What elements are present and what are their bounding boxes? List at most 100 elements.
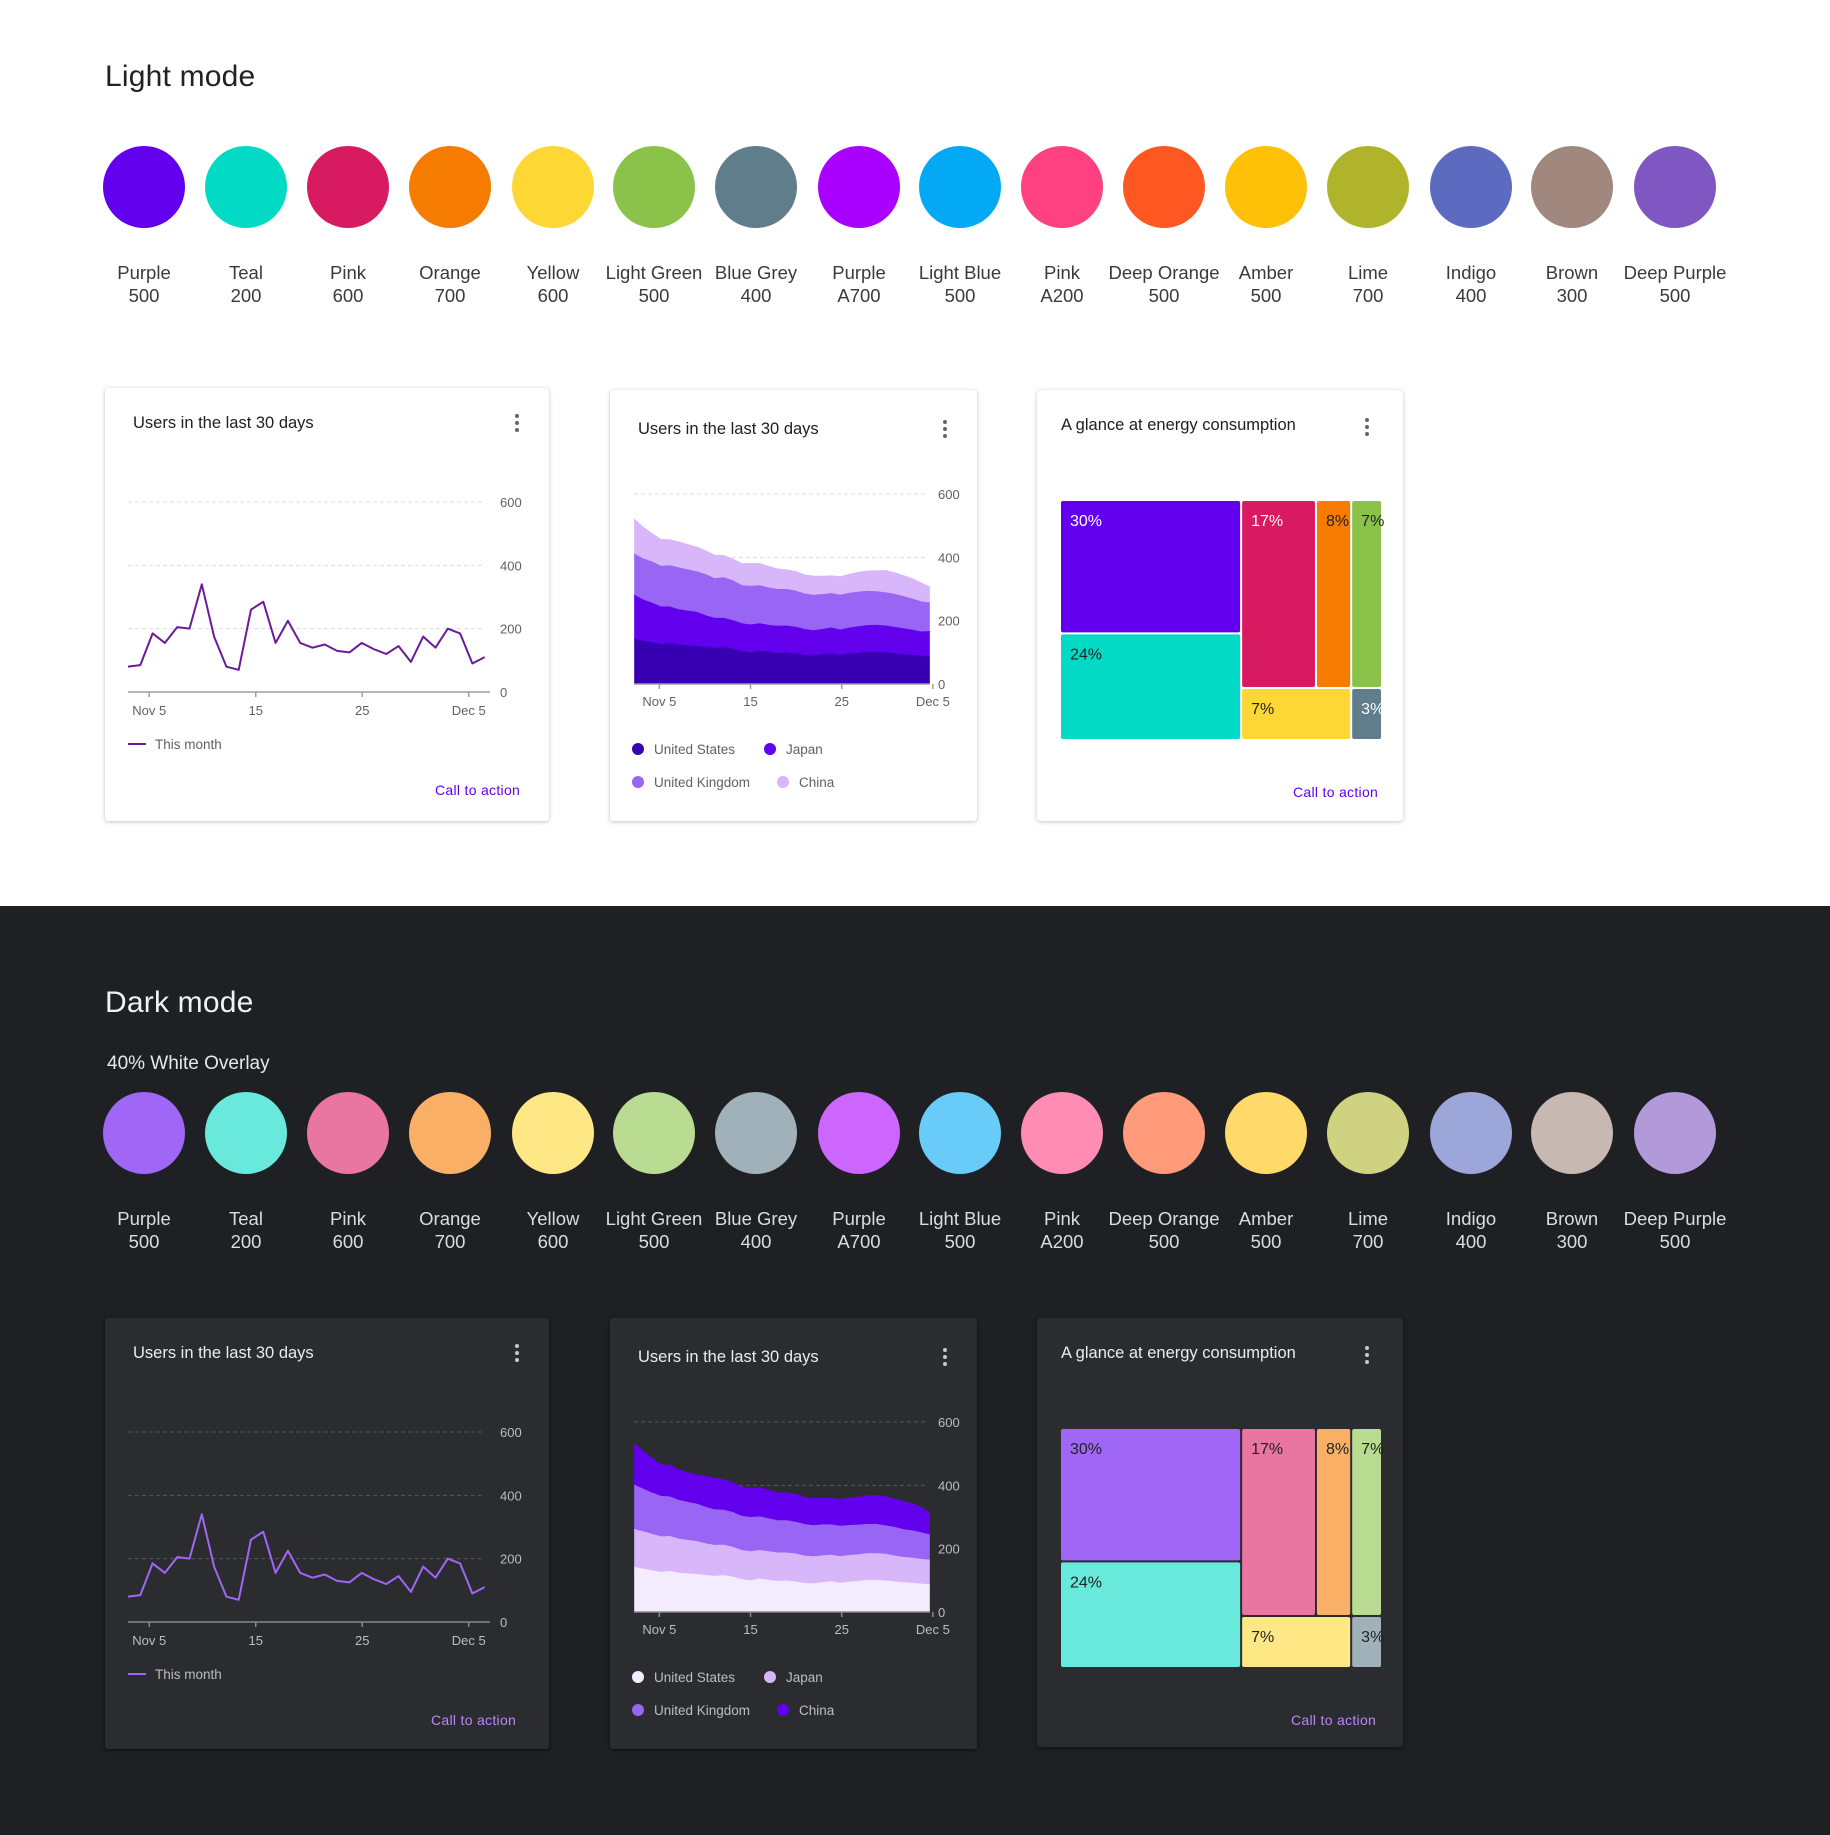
swatch-shade: 500	[1148, 1231, 1180, 1252]
dark-swatch: Light Green 500	[594, 1092, 714, 1253]
treemap-chart: 30% 24% 17% 8% 7% 7% 3%	[1061, 1429, 1384, 1667]
legend-dot	[632, 776, 644, 788]
treemap-cell	[1242, 689, 1351, 739]
more-vert-icon[interactable]	[935, 418, 955, 440]
legend-label: United Kingdom	[654, 1703, 750, 1718]
light-line-chart-card: Users in the last 30 days 0 200 400 600 Nov …	[105, 388, 549, 821]
swatch-name: Lime	[1347, 262, 1389, 283]
y-tick-label: 600	[500, 495, 522, 510]
area-chart: 0 200 400 600 Nov 5 15 25 Dec 5 United States Jap…	[632, 487, 960, 790]
area-edge	[633, 594, 931, 633]
swatch-shade: 200	[230, 1231, 262, 1252]
legend-dot	[632, 1704, 644, 1716]
swatch-name: Pink	[1044, 262, 1080, 283]
more-vert-icon[interactable]	[1357, 1344, 1377, 1366]
swatch-shade: 500	[944, 1231, 976, 1252]
more-vert-icon[interactable]	[507, 412, 527, 434]
treemap-cell	[1242, 501, 1315, 687]
swatch-shade: 400	[740, 1231, 772, 1252]
call-to-action-button[interactable]: Call to action	[435, 782, 521, 798]
swatch-name: Pink	[330, 262, 366, 283]
dark-swatch: Brown 300	[1512, 1092, 1632, 1253]
swatch-name: Deep Purple	[1623, 1208, 1727, 1229]
swatch-shade: 500	[1250, 1231, 1282, 1252]
light-swatch: Brown 300	[1512, 146, 1632, 307]
swatch-name: Amber	[1238, 1208, 1294, 1229]
light-swatch: Light Green 500	[594, 146, 714, 307]
y-tick-label: 0	[500, 685, 507, 700]
treemap-cell-label: 7%	[1361, 1441, 1384, 1458]
x-tick-label: 25	[834, 1622, 848, 1637]
x-tick-label: 25	[355, 1633, 369, 1648]
color-dot	[409, 1092, 491, 1174]
dark-swatch: Pink 600	[288, 1092, 408, 1253]
x-tick-label: Dec 5	[916, 1622, 950, 1637]
x-tick-label: 15	[743, 694, 757, 709]
call-to-action-button[interactable]: Call to action	[1291, 1712, 1377, 1728]
light-swatch: Purple A700	[799, 146, 919, 307]
swatch-name: Light Blue	[918, 262, 1002, 283]
swatch-name: Deep Orange	[1108, 1208, 1220, 1229]
color-dot	[103, 1092, 185, 1174]
light-swatch: Purple 500	[84, 146, 204, 307]
light-swatch: Indigo 400	[1411, 146, 1531, 307]
x-tick-label: Dec 5	[916, 694, 950, 709]
treemap-cell	[1242, 1429, 1315, 1615]
more-vert-icon[interactable]	[1357, 416, 1377, 438]
card-title: A glance at energy consumption	[1061, 416, 1296, 434]
color-dot	[512, 1092, 594, 1174]
light-area-chart-card: Users in the last 30 days 0 200 400 600 Nov …	[610, 390, 977, 821]
treemap-cell-label: 24%	[1070, 1574, 1102, 1591]
treemap-cell-label: 7%	[1251, 701, 1274, 718]
color-dot	[1634, 1092, 1716, 1174]
treemap-cell	[1352, 689, 1381, 739]
y-tick-label: 0	[500, 1615, 507, 1630]
color-dot	[1327, 146, 1409, 228]
treemap-cell	[1352, 501, 1381, 687]
dark-swatch: Orange 700	[390, 1092, 510, 1253]
legend-dot	[632, 743, 644, 755]
color-dot	[205, 1092, 287, 1174]
treemap-cell	[1352, 1617, 1381, 1667]
dark-swatch: Light Blue 500	[900, 1092, 1020, 1253]
swatch-shade: 700	[434, 285, 466, 306]
treemap-cell	[1061, 501, 1241, 633]
color-dot	[1531, 146, 1613, 228]
area-edge	[633, 1529, 931, 1561]
color-dot	[1225, 1092, 1307, 1174]
dark-mode-section: Dark mode 40% White Overlay Purple 500 Tea…	[0, 906, 1830, 1835]
color-dot	[818, 1092, 900, 1174]
color-dot	[715, 1092, 797, 1174]
call-to-action-button[interactable]: Call to action	[431, 1712, 517, 1728]
y-tick-label: 400	[938, 1478, 960, 1493]
call-to-action-button[interactable]: Call to action	[1293, 784, 1379, 800]
color-dot	[613, 146, 695, 228]
legend-dot	[777, 776, 789, 788]
treemap-cell-label: 8%	[1326, 1441, 1349, 1458]
area-edge	[633, 639, 931, 658]
dark-swatch: Deep Orange 500	[1104, 1092, 1224, 1253]
treemap-cell	[1316, 501, 1351, 687]
dark-area-chart-card: Users in the last 30 days 0 200 400 600 Nov …	[610, 1318, 977, 1749]
treemap-cell	[1061, 1429, 1241, 1561]
swatch-name: Purple	[832, 262, 886, 283]
color-dot	[1634, 146, 1716, 228]
card-title: Users in the last 30 days	[133, 1344, 314, 1362]
more-vert-icon[interactable]	[507, 1342, 527, 1364]
y-tick-label: 400	[500, 558, 522, 573]
more-vert-icon[interactable]	[935, 1346, 955, 1368]
swatch-shade: 400	[1455, 1231, 1487, 1252]
swatch-name: Indigo	[1445, 262, 1497, 283]
treemap-cell	[1352, 1429, 1381, 1615]
legend-dot	[764, 743, 776, 755]
series-line	[127, 583, 486, 671]
legend-dot	[777, 1704, 789, 1716]
light-swatch: Yellow 600	[493, 146, 613, 307]
color-dot	[1327, 1092, 1409, 1174]
area-edge	[633, 1484, 931, 1536]
swatch-name: Orange	[419, 262, 481, 283]
swatch-shade: 500	[128, 1231, 160, 1252]
swatch-shade: 500	[128, 285, 160, 306]
swatch-shade: 500	[638, 285, 670, 306]
swatch-shade: 400	[740, 285, 772, 306]
